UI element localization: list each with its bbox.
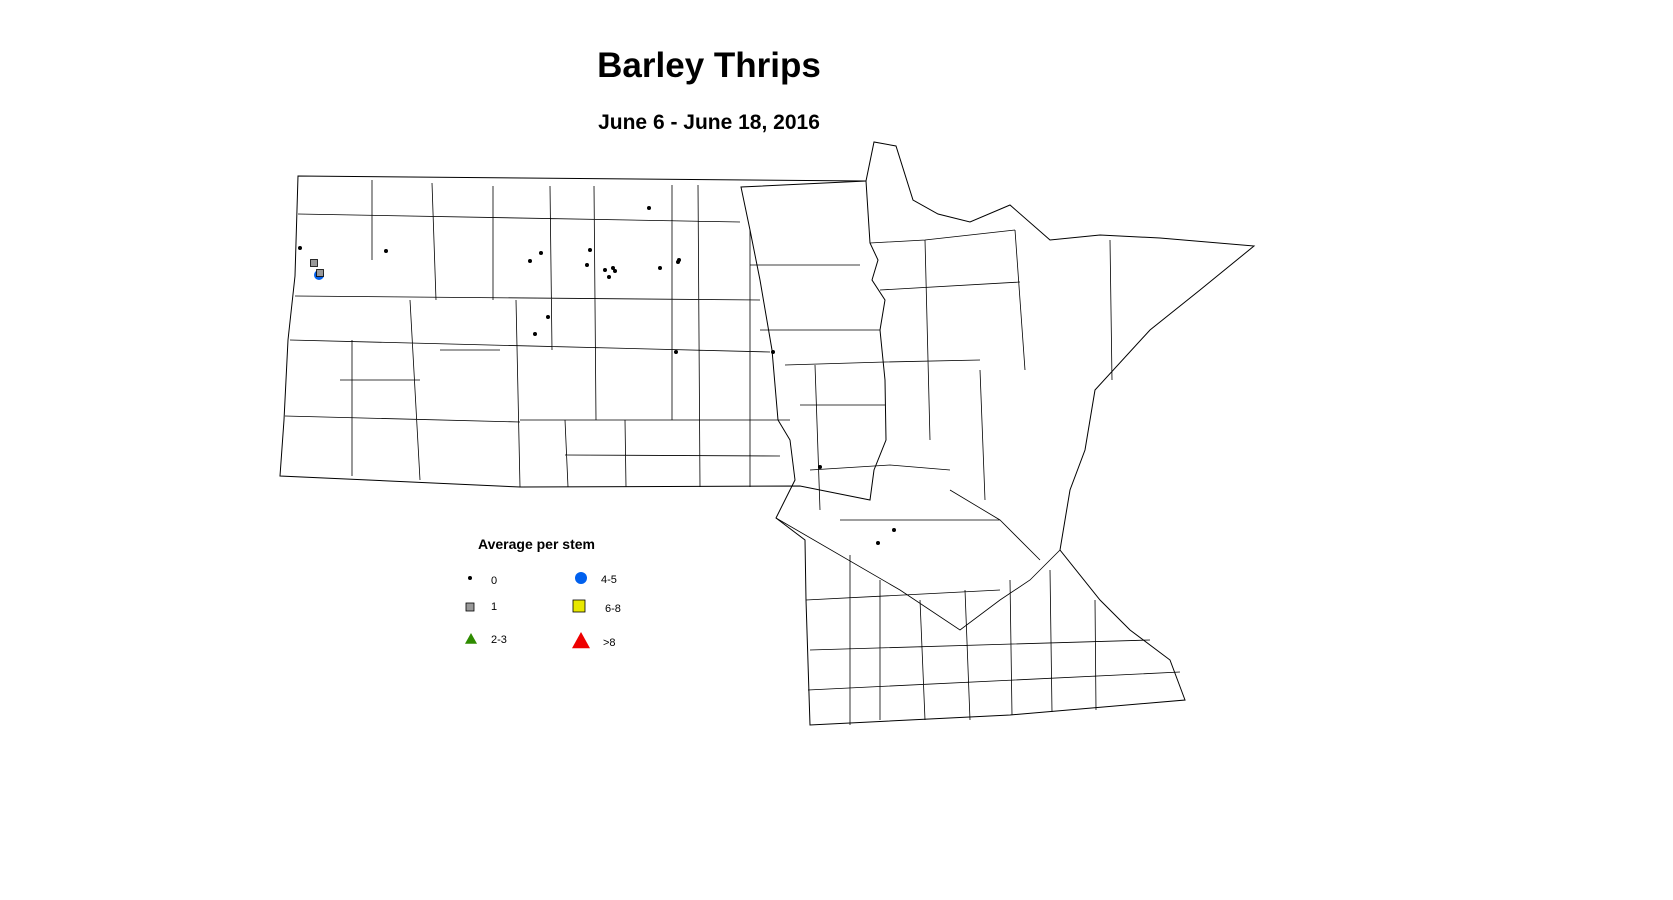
legend-label-0: 0: [491, 575, 498, 587]
marker-1: [316, 269, 324, 277]
marker-0: [613, 269, 617, 273]
marker-0: [546, 315, 550, 319]
legend-symbol-0: [468, 576, 472, 580]
survey-markers: [298, 206, 896, 545]
minnesota-outline: [740, 141, 1256, 726]
legend-symbol-2-3: [465, 633, 477, 644]
marker-0: [818, 465, 822, 469]
marker-0: [588, 248, 592, 252]
marker-0: [647, 206, 651, 210]
marker-0: [585, 263, 589, 267]
marker-0: [528, 259, 532, 263]
legend-label-6-8: 6-8: [605, 603, 621, 615]
marker-0: [674, 350, 678, 354]
marker-0: [603, 268, 607, 272]
marker-0: [607, 275, 611, 279]
marker-0: [533, 332, 537, 336]
legend-symbol-1: [465, 602, 475, 612]
map-subtitle: June 6 - June 18, 2016: [598, 111, 820, 134]
legend-label-4-5: 4-5: [601, 574, 617, 586]
legend-label-gt8: >8: [603, 637, 616, 649]
marker-0: [539, 251, 543, 255]
map-title: Barley Thrips: [597, 46, 821, 85]
marker-0: [892, 528, 896, 532]
legend-symbol-4-5: [575, 572, 587, 584]
legend-symbol-6-8: [572, 599, 586, 613]
marker-0: [611, 266, 615, 270]
marker-0: [298, 246, 302, 250]
marker-0: [658, 266, 662, 270]
legend-title: Average per stem: [478, 536, 595, 552]
north-dakota-outline: [279, 175, 887, 501]
legend-symbol->8: [572, 632, 590, 649]
county-lines: [284, 180, 1181, 725]
legend-label-1: 1: [491, 601, 498, 613]
marker-0: [771, 350, 775, 354]
legend-label-2-3: 2-3: [491, 634, 507, 646]
legend-symbols: [465, 572, 590, 649]
marker-0: [384, 249, 388, 253]
marker-1: [310, 259, 318, 267]
marker-0: [876, 541, 880, 545]
marker-0: [677, 258, 681, 262]
